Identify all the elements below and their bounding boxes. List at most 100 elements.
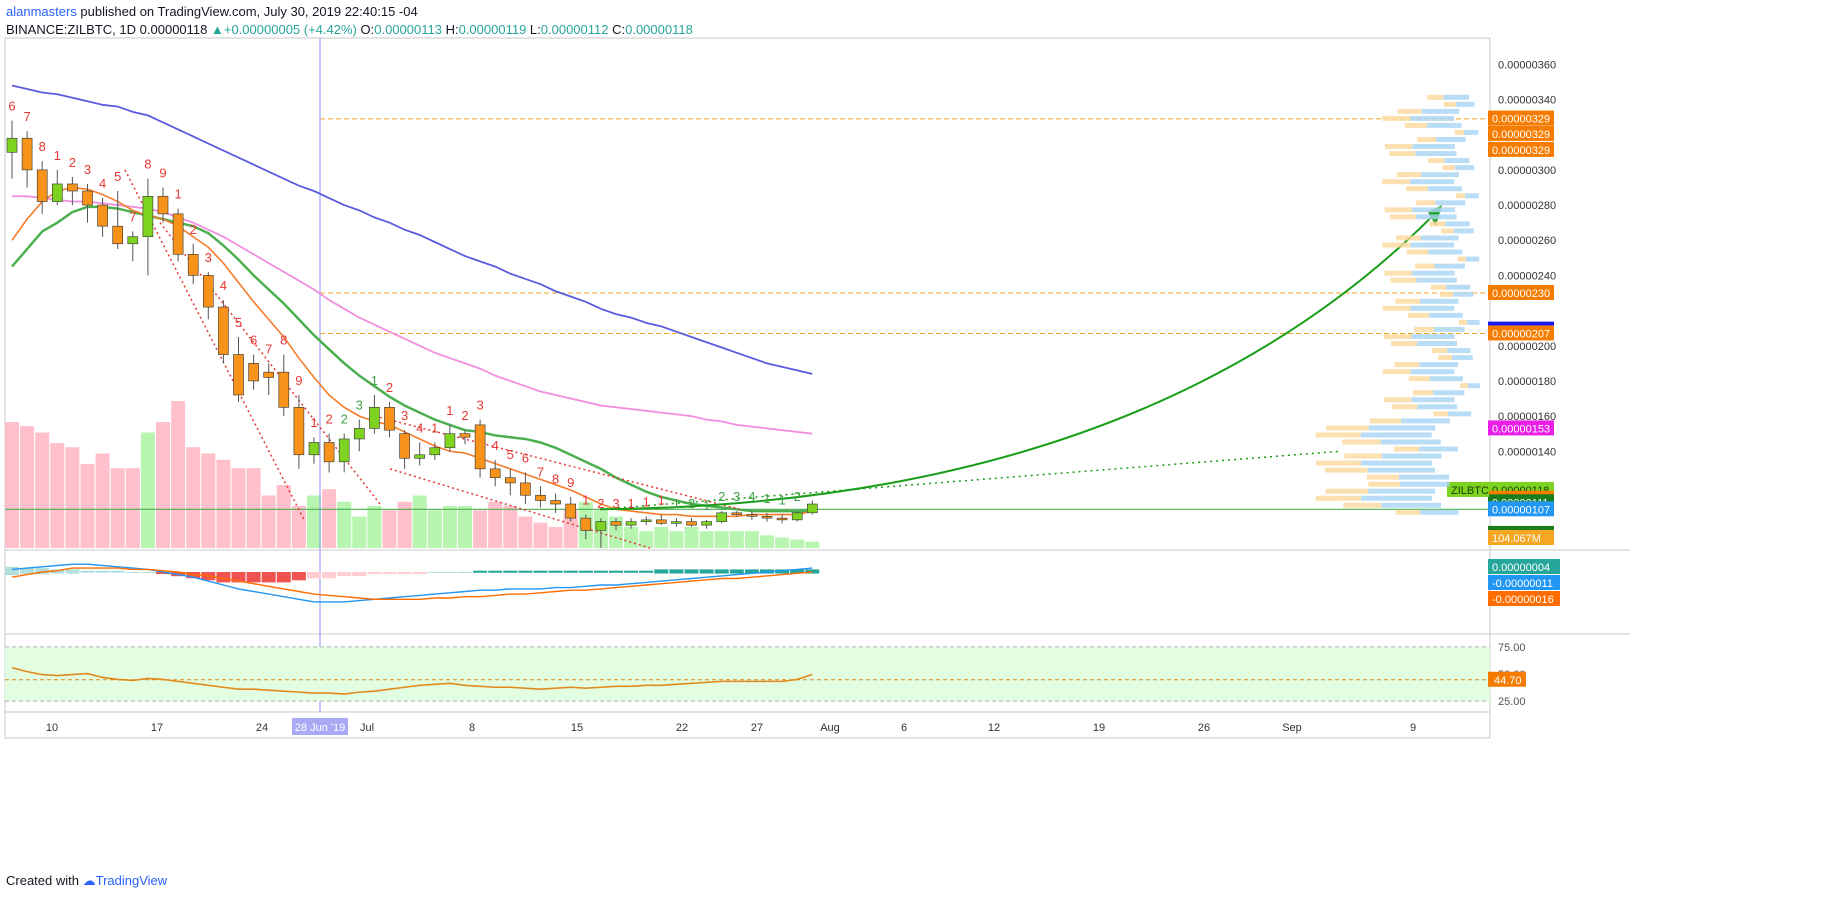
volume-profile-bar [1419,298,1459,304]
candle-body [671,521,682,524]
volume-profile-bar [1460,383,1468,389]
td-count-label: 7 [265,341,272,356]
volume-bar [276,485,291,548]
td-count-label: 2 [386,380,393,395]
price-tick: 0.00000300 [1498,165,1556,177]
volume-bar [684,527,699,548]
candle-body [550,500,561,505]
candle-body [535,494,546,501]
td-count-label: 9 [295,373,302,388]
candle-body [701,521,712,526]
volume-profile-bar [1455,101,1475,107]
td-count-label: 2 [341,412,348,427]
candle-body [640,519,652,522]
volume-bar [291,506,306,548]
macd-histogram-bar [609,570,623,573]
macd-histogram-bar [35,568,50,575]
macd-histogram-bar [307,572,321,579]
td-count-label: 4 [492,438,499,453]
volume-bar [201,453,216,548]
macd-histogram-bar [125,572,140,573]
volume-profile-bar [1439,291,1453,297]
volume-profile-bar [1427,94,1444,100]
volume-profile-bar [1457,256,1466,262]
volume-bar [246,468,261,548]
candle-body [157,195,169,215]
volume-bar [760,535,774,548]
x-tick: 9 [1410,722,1416,734]
macd-signal-line [11,567,813,600]
volume-profile-bar [1360,432,1432,438]
volume-profile-bar [1361,460,1432,466]
volume-profile-bar [1430,284,1447,290]
volume-bar [412,495,427,548]
td-count-label: 8 [280,333,287,348]
td-count-label: 1 [627,496,634,511]
macd-histogram-bar [654,569,669,574]
macd-histogram-bar [729,569,744,574]
publish-text: published on TradingView.com, July 30, 2… [76,4,418,19]
volume-bar [473,510,488,548]
macd-histogram-bar [714,569,729,574]
volume-profile-bar [1415,263,1435,269]
volume-profile-bar [1382,115,1411,121]
volume-profile-bar [1429,312,1463,318]
open-value: 0.00000113 [374,22,442,37]
x-tick: 26 [1198,722,1210,734]
symbol-tag [1447,481,1489,497]
price-tick: 0.00000180 [1498,376,1556,388]
volume-bar [125,468,140,548]
macd-histogram-bar [563,570,578,573]
volume-profile-bar [1411,207,1455,213]
volume-profile-bar [1397,108,1422,114]
candle-body [716,512,728,522]
volume-profile-bar [1418,446,1459,452]
macd-histogram-bar [639,570,654,573]
rsi-tick: 75.00 [1498,642,1526,654]
candle-body [127,236,139,245]
volume-profile-bar [1382,179,1411,185]
volume-profile-bar [1445,221,1470,227]
volume-profile-bar [1433,326,1465,332]
td-count-label: 1 [703,498,710,513]
candle-body [82,190,93,206]
price-tick: 0.00000140 [1498,446,1556,458]
macd-histogram-bar [20,568,35,575]
open-label: O: [360,22,375,37]
volume-bar [669,531,684,548]
td-count-label: 1 [446,403,453,418]
volume-profile-bar [1368,425,1436,431]
volume-bar [624,527,639,548]
tradingview-link[interactable]: TradingView [95,873,168,888]
volume-profile-bar [1382,242,1411,248]
candle-body [353,428,365,440]
author-name[interactable]: alanmasters [6,4,77,19]
td-count-label: 7 [23,109,30,124]
volume-profile-bar [1395,235,1421,241]
volume-profile-bar [1416,200,1436,206]
volume-bar [65,447,80,548]
candle-body [504,477,516,484]
volume-profile-bar [1324,467,1368,473]
td-count-label: 9 [159,165,166,180]
candle-body [520,482,531,496]
volume-profile-bar [1465,256,1480,262]
candle-body [776,517,788,521]
td-count-label: 3 [84,162,91,177]
macd-badge-text: 0.00000004 [1492,562,1550,574]
volume-profile-bar [1414,326,1434,332]
volume-profile-bar [1390,277,1417,283]
macd-histogram-bar [352,572,367,577]
td-count-label: 1 [658,493,665,508]
macd-histogram-bar [518,570,533,573]
volume-profile-bar [1419,362,1459,368]
close-value: 0.00000118 [625,22,693,37]
price-badge [1488,325,1554,341]
td-count-label: 4 [416,420,423,435]
volume-profile-bar [1405,186,1428,192]
macd-histogram-bar [684,569,699,574]
x-tick: Aug [820,722,840,734]
td-count-label: 5 [235,315,242,330]
macd-histogram-bar [624,570,639,573]
